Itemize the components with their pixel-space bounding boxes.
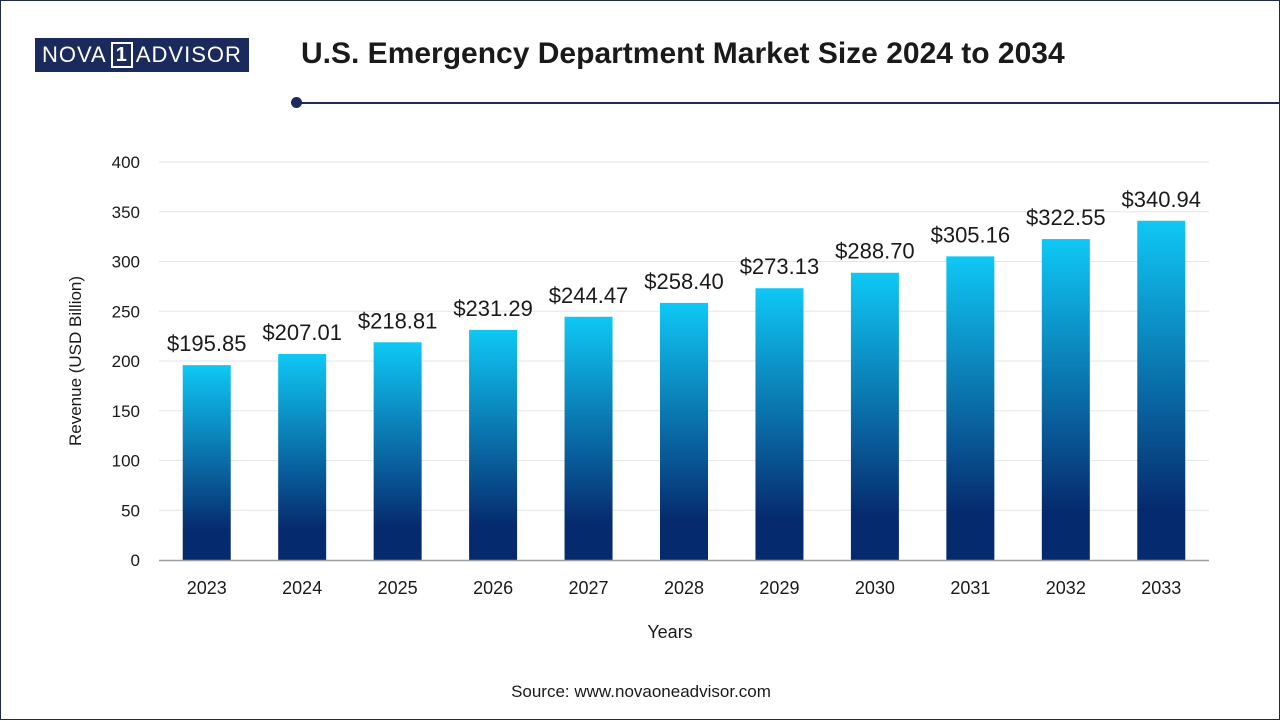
y-axis-ticks: 0 50 100 150 200 250 300 350 400 [112, 153, 140, 570]
bar-2025 [373, 342, 422, 560]
data-label-2028: $258.40 [644, 269, 724, 294]
logo-mark: 1 [110, 42, 133, 68]
title-rule [301, 102, 1280, 104]
y-tick-label: 50 [121, 501, 140, 520]
data-label-2026: $231.29 [453, 296, 533, 321]
data-label-2023: $195.85 [167, 331, 247, 356]
y-tick-label: 300 [112, 253, 140, 272]
bar-2023 [182, 365, 231, 560]
y-tick-label: 150 [112, 402, 140, 421]
x-tick-label: 2029 [759, 578, 799, 598]
y-tick-label: 100 [112, 452, 140, 471]
bar-2031 [946, 256, 995, 560]
data-label-2031: $305.16 [931, 222, 1011, 247]
x-tick-label: 2031 [950, 578, 990, 598]
x-tick-label: 2030 [855, 578, 895, 598]
bar-2024 [278, 354, 327, 560]
x-tick-label: 2023 [187, 578, 227, 598]
x-axis-title: Years [647, 622, 692, 642]
logo-mark-wrap: 1 [108, 39, 135, 71]
bar-2027 [564, 316, 613, 560]
x-tick-label: 2027 [569, 578, 609, 598]
x-tick-label: 2033 [1141, 578, 1181, 598]
x-tick-label: 2028 [664, 578, 704, 598]
chart-title: U.S. Emergency Department Market Size 20… [301, 37, 1065, 70]
y-axis-title: Revenue (USD Billion) [66, 276, 85, 446]
source-note: Source: www.novaoneadvisor.com [511, 682, 771, 701]
data-label-2029: $273.13 [740, 254, 820, 279]
y-tick-label: 250 [112, 302, 140, 321]
data-label-2025: $218.81 [358, 308, 438, 333]
data-label-2030: $288.70 [835, 239, 915, 264]
x-tick-label: 2026 [473, 578, 513, 598]
x-tick-label: 2025 [378, 578, 418, 598]
bar-2026 [469, 329, 518, 560]
bar-2032 [1041, 239, 1090, 560]
x-axis-ticks: 2023 2024 2025 2026 2027 2028 2029 2030 2031 2032… [187, 578, 1182, 598]
data-label-2032: $322.55 [1026, 205, 1106, 230]
y-tick-label: 200 [112, 352, 140, 371]
x-tick-label: 2032 [1046, 578, 1086, 598]
bar-2029 [755, 288, 804, 560]
logo-text-left: NOVA [36, 39, 109, 71]
data-label-2033: $340.94 [1122, 187, 1202, 212]
y-tick-label: 400 [112, 153, 140, 172]
x-tick-label: 2024 [282, 578, 322, 598]
bars [182, 220, 1186, 560]
y-tick-label: 0 [131, 551, 140, 570]
data-label-2024: $207.01 [262, 320, 342, 345]
brand-logo: NOVA 1 ADVISOR [35, 38, 249, 72]
bar-2028 [660, 302, 708, 560]
bar-2033 [1137, 220, 1186, 560]
data-label-2027: $244.47 [549, 283, 629, 308]
bar-2030 [850, 272, 899, 560]
data-labels: $195.85 $207.01 $218.81 $231.29 $244.47 $258.… [167, 187, 1201, 356]
logo-text-right: ADVISOR [134, 39, 248, 71]
title-rule-dot [291, 97, 302, 108]
y-tick-label: 350 [112, 203, 140, 222]
